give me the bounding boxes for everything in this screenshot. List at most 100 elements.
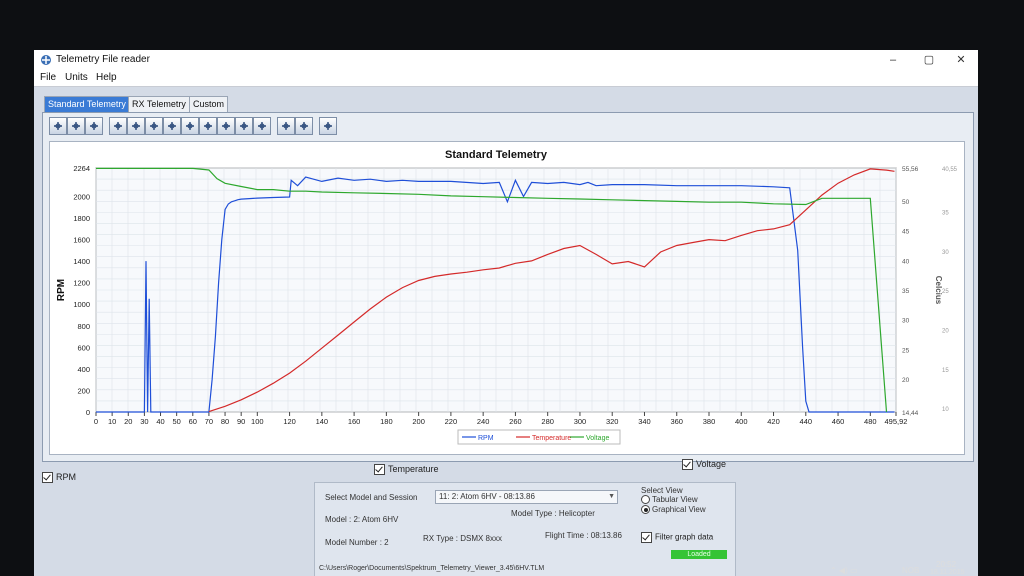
legend-box	[457, 429, 621, 445]
x-tick-label: 280	[541, 417, 554, 426]
filter-checkbox-label: Filter graph data	[655, 532, 714, 542]
window-title: Telemetry File reader	[56, 54, 150, 65]
voltage-check-box[interactable]	[682, 459, 693, 471]
x-tick-label: 200	[412, 417, 425, 426]
y3-tick-label: 10	[942, 407, 949, 413]
y-tick-label: 2000	[73, 192, 90, 201]
tabular-radio-button[interactable]	[641, 495, 650, 505]
y3-tick-label: 30	[942, 250, 949, 256]
series-line-voltage	[96, 167, 888, 413]
temperature-checkbox-label: Temperature	[388, 464, 439, 474]
session-select[interactable]: 11: 2: Atom 6HV - 08:13.86 ▼	[435, 490, 618, 504]
x-tick-label: 20	[124, 417, 132, 426]
x-tick-label: 100	[251, 417, 264, 426]
tray-icons: ⌃ ◀) ▭	[830, 566, 858, 575]
pan-x-icon[interactable]	[163, 117, 181, 135]
plane-icon[interactable]	[49, 117, 67, 135]
legend-label: RPM	[478, 435, 494, 442]
voltage-checkbox[interactable]: Voltage	[682, 459, 727, 471]
temperature-checkbox[interactable]: Temperature	[374, 464, 439, 476]
y3-tick-label: 15	[942, 368, 949, 374]
y-axis-label: RPM	[56, 279, 67, 301]
x-tick-label: 240	[477, 417, 490, 426]
title-bar: Telemetry File reader – ▢ ✕	[34, 50, 978, 70]
language-indicator: NOB	[902, 566, 920, 575]
graphical-radio-button[interactable]	[641, 505, 650, 515]
y-tick-label: 600	[77, 343, 90, 352]
model-number-label: Model Number : 2	[325, 538, 389, 547]
model-type-label: Model Type : Helicopter	[511, 509, 595, 518]
x-tick-label: 90	[237, 417, 245, 426]
zoom-x-in-icon[interactable]	[67, 117, 85, 135]
y2-tick-label: 20	[902, 377, 910, 384]
x-tick-label: 300	[574, 417, 587, 426]
y-tick-label: 1000	[73, 300, 90, 309]
series-line-temperature	[208, 168, 895, 413]
zoom-out-icon[interactable]	[217, 117, 235, 135]
tab-panel: Standard Telemetry 0 10 20 30 40 50 60 70 80 90 100…	[42, 112, 974, 462]
tab-rx-telemetry[interactable]: RX Telemetry	[128, 96, 190, 113]
filter-checkbox[interactable]: Filter graph data	[641, 532, 713, 543]
y2-tick-label: 55,56	[902, 166, 919, 173]
pan-y-icon[interactable]	[181, 117, 199, 135]
x-tick-label: 140	[316, 417, 329, 426]
zoom-in-icon[interactable]	[199, 117, 217, 135]
voltage-checkbox-label: Voltage	[696, 459, 727, 469]
session-select-value: 11: 2: Atom 6HV - 08:13.86	[439, 492, 535, 501]
hand-icon[interactable]	[235, 117, 253, 135]
x-tick-label: 480	[864, 417, 877, 426]
file-path: C:\Users\Roger\Documents\Spektrum_Teleme…	[319, 565, 545, 572]
y3-tick-label: 40,55	[942, 167, 958, 173]
x-tick-label: 495,92	[885, 417, 908, 426]
rpm-check-box[interactable]	[42, 472, 53, 484]
session-info-panel: Select Model and Session 11: 2: Atom 6HV…	[314, 482, 736, 576]
graphical-view-radio[interactable]: Graphical View	[641, 505, 706, 515]
legend-label: Voltage	[586, 435, 609, 442]
tab-standard-telemetry[interactable]: Standard Telemetry	[44, 96, 130, 113]
app-window: Telemetry File reader – ▢ ✕ File Units H…	[34, 50, 978, 576]
y-tick-label: 0	[86, 408, 90, 417]
rpm-checkbox-label: RPM	[56, 472, 76, 482]
rpm-checkbox[interactable]: RPM	[42, 472, 76, 484]
reset-zoom-icon[interactable]	[109, 117, 127, 135]
menu-file[interactable]: File	[40, 72, 57, 83]
x-tick-label: 340	[638, 417, 651, 426]
save-icon[interactable]	[319, 117, 337, 135]
x-tick-label: 60	[189, 417, 197, 426]
model-label: Model : 2: Atom 6HV	[325, 515, 399, 524]
y-tick-label: 400	[77, 365, 90, 374]
menu-help[interactable]: Help	[96, 72, 117, 83]
pointer-icon[interactable]	[253, 117, 271, 135]
clock-date: 18.11.2015	[930, 569, 965, 576]
undo-icon[interactable]	[277, 117, 295, 135]
y3-tick-label: 25	[942, 289, 949, 295]
x-tick-label: 400	[735, 417, 748, 426]
chevron-down-icon: ▼	[608, 493, 615, 500]
x-tick-label: 160	[348, 417, 361, 426]
maximize-button[interactable]: ▢	[923, 54, 935, 66]
temperature-check-box[interactable]	[374, 464, 385, 476]
close-button[interactable]: ✕	[956, 54, 966, 66]
tabular-view-radio[interactable]: Tabular View	[641, 495, 698, 505]
x-tick-label: 460	[832, 417, 845, 426]
menu-units[interactable]: Units	[65, 72, 88, 83]
y-tick-label: 1400	[73, 257, 90, 266]
x-tick-label: 120	[283, 417, 296, 426]
y2-tick-label: 45	[902, 229, 910, 236]
y2-tick-label: 35	[902, 288, 910, 295]
tab-custom[interactable]: Custom	[189, 96, 229, 113]
fit-x-icon[interactable]	[127, 117, 145, 135]
x-tick-label: 440	[800, 417, 813, 426]
zoom-y-in-icon[interactable]	[85, 117, 103, 135]
y-tick-label: 1200	[73, 279, 90, 288]
flight-time-label: Flight Time : 08:13.86	[545, 531, 622, 540]
minimize-button[interactable]: –	[889, 54, 897, 66]
x-tick-label: 180	[380, 417, 393, 426]
tabular-view-label: Tabular View	[652, 495, 698, 504]
redo-icon[interactable]	[295, 117, 313, 135]
y-tick-label: 1600	[73, 236, 90, 245]
rx-type-label: RX Type : DSMX 8xxx	[423, 534, 502, 543]
fit-y-icon[interactable]	[145, 117, 163, 135]
y-tick-label: 200	[77, 386, 90, 395]
filter-check-box[interactable]	[641, 532, 652, 543]
